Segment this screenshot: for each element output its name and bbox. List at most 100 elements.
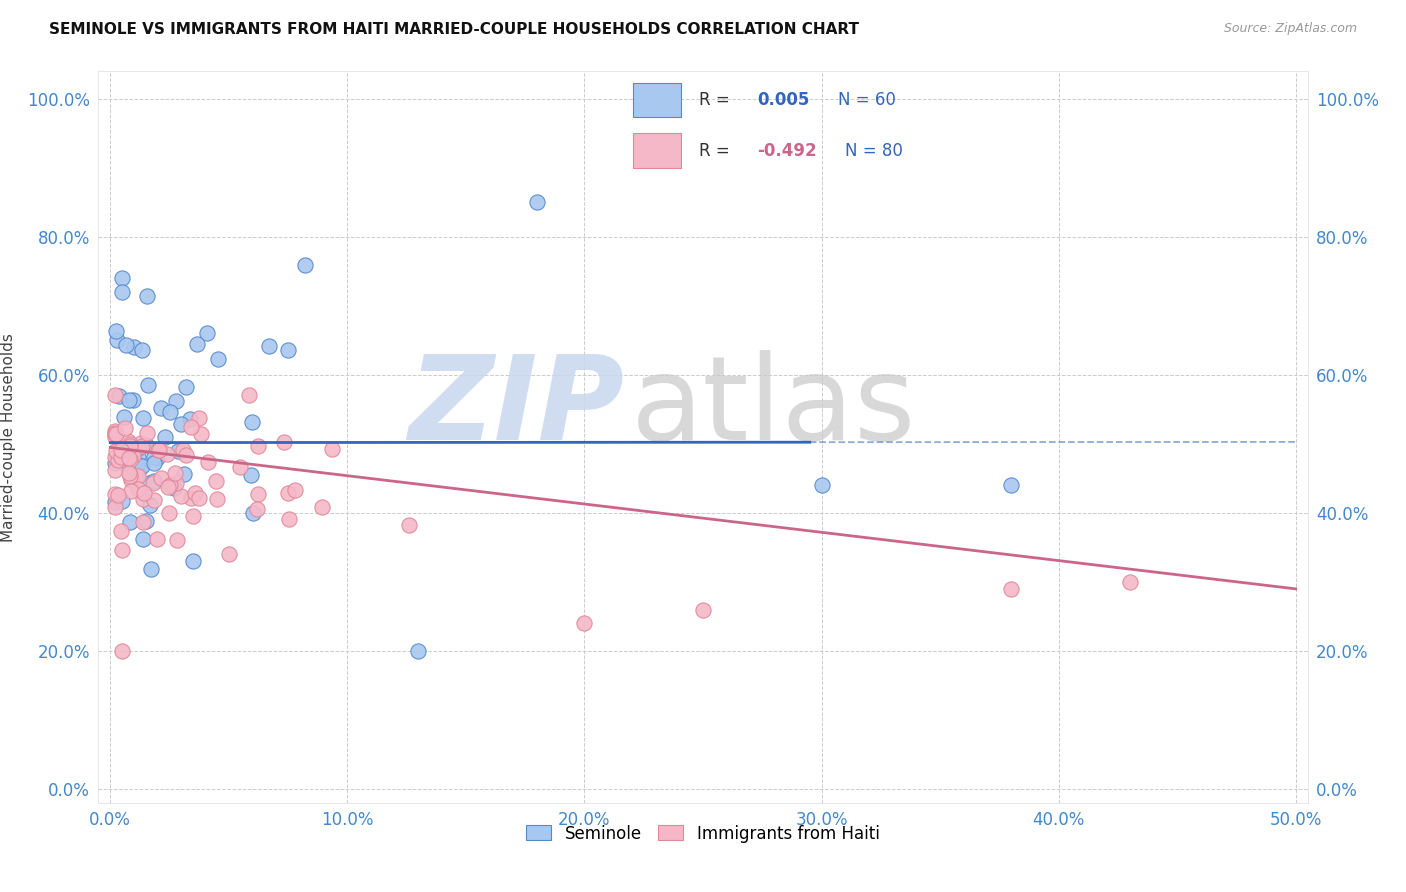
Point bbox=[107, 389, 129, 403]
Text: N = 60: N = 60 bbox=[838, 91, 896, 109]
Point bbox=[139, 498, 162, 512]
Point bbox=[104, 487, 127, 501]
Point bbox=[186, 336, 208, 351]
Point bbox=[187, 491, 209, 505]
Point bbox=[229, 459, 252, 474]
Point bbox=[180, 420, 202, 434]
Point bbox=[110, 524, 132, 538]
Point bbox=[111, 271, 134, 285]
Point bbox=[146, 532, 169, 546]
Point bbox=[129, 436, 152, 450]
Point bbox=[127, 457, 149, 471]
Point bbox=[180, 491, 202, 505]
Point bbox=[159, 478, 181, 492]
Point bbox=[104, 495, 127, 509]
Point bbox=[141, 562, 163, 576]
Point bbox=[163, 481, 186, 495]
Point bbox=[165, 394, 187, 409]
Point bbox=[112, 409, 135, 424]
Point bbox=[294, 258, 316, 272]
Point bbox=[120, 453, 142, 467]
Text: -0.492: -0.492 bbox=[758, 142, 817, 160]
Point bbox=[143, 475, 166, 489]
Point bbox=[131, 343, 153, 358]
Point bbox=[247, 487, 270, 501]
Point bbox=[173, 467, 195, 481]
Point bbox=[1119, 574, 1142, 589]
Point bbox=[104, 388, 127, 402]
Point bbox=[321, 442, 343, 456]
Point bbox=[179, 412, 201, 426]
Point bbox=[104, 430, 127, 444]
Point bbox=[138, 475, 160, 490]
Point bbox=[135, 289, 157, 303]
Point bbox=[104, 426, 127, 441]
Legend: Seminole, Immigrants from Haiti: Seminole, Immigrants from Haiti bbox=[520, 818, 886, 849]
Point bbox=[136, 378, 159, 392]
Point bbox=[277, 485, 299, 500]
Point bbox=[118, 439, 141, 453]
Point bbox=[122, 340, 145, 354]
Point bbox=[118, 392, 141, 407]
Point bbox=[284, 483, 307, 497]
Point bbox=[257, 339, 280, 353]
Point bbox=[166, 443, 188, 458]
Point bbox=[143, 450, 166, 464]
Point bbox=[132, 532, 155, 546]
Point bbox=[131, 459, 153, 474]
Point bbox=[408, 644, 430, 658]
Point bbox=[197, 455, 219, 469]
Point bbox=[122, 449, 145, 463]
Point bbox=[146, 450, 169, 465]
Point bbox=[131, 439, 153, 453]
Point bbox=[1000, 478, 1022, 492]
Point bbox=[190, 427, 212, 442]
Point bbox=[181, 508, 204, 523]
Point bbox=[120, 437, 142, 451]
Point bbox=[157, 506, 180, 520]
Point bbox=[148, 443, 170, 458]
Point bbox=[135, 514, 157, 528]
Point bbox=[132, 411, 155, 425]
Point bbox=[132, 492, 155, 507]
Point bbox=[195, 326, 218, 340]
Point bbox=[120, 473, 142, 487]
Point bbox=[398, 518, 420, 533]
Point bbox=[218, 548, 240, 562]
Point bbox=[134, 486, 156, 500]
Point bbox=[242, 415, 264, 429]
Point bbox=[127, 450, 149, 464]
Point bbox=[127, 482, 149, 496]
Point bbox=[810, 478, 832, 492]
Point bbox=[114, 457, 136, 471]
Point bbox=[205, 492, 228, 507]
Point bbox=[114, 338, 136, 352]
Point bbox=[574, 616, 596, 631]
Point bbox=[120, 515, 142, 529]
Point bbox=[1000, 582, 1022, 596]
Point bbox=[121, 393, 143, 408]
Point bbox=[104, 425, 127, 440]
Point bbox=[311, 500, 333, 514]
Point bbox=[105, 324, 128, 338]
Point bbox=[111, 493, 134, 508]
Point bbox=[110, 450, 132, 464]
FancyBboxPatch shape bbox=[633, 83, 681, 118]
Point bbox=[128, 462, 150, 476]
Point bbox=[104, 427, 127, 442]
Point bbox=[156, 447, 179, 461]
Point bbox=[135, 438, 157, 452]
Point bbox=[124, 470, 146, 484]
Point bbox=[107, 452, 129, 467]
Point bbox=[104, 462, 127, 476]
Text: atlas: atlas bbox=[630, 351, 915, 466]
Point bbox=[125, 442, 148, 456]
Point bbox=[207, 351, 229, 366]
Text: R =: R = bbox=[699, 91, 735, 109]
Point bbox=[277, 343, 299, 357]
Point bbox=[104, 450, 127, 464]
Point bbox=[111, 543, 134, 558]
Point bbox=[277, 512, 299, 526]
Text: R =: R = bbox=[699, 142, 735, 160]
Point bbox=[174, 448, 197, 462]
